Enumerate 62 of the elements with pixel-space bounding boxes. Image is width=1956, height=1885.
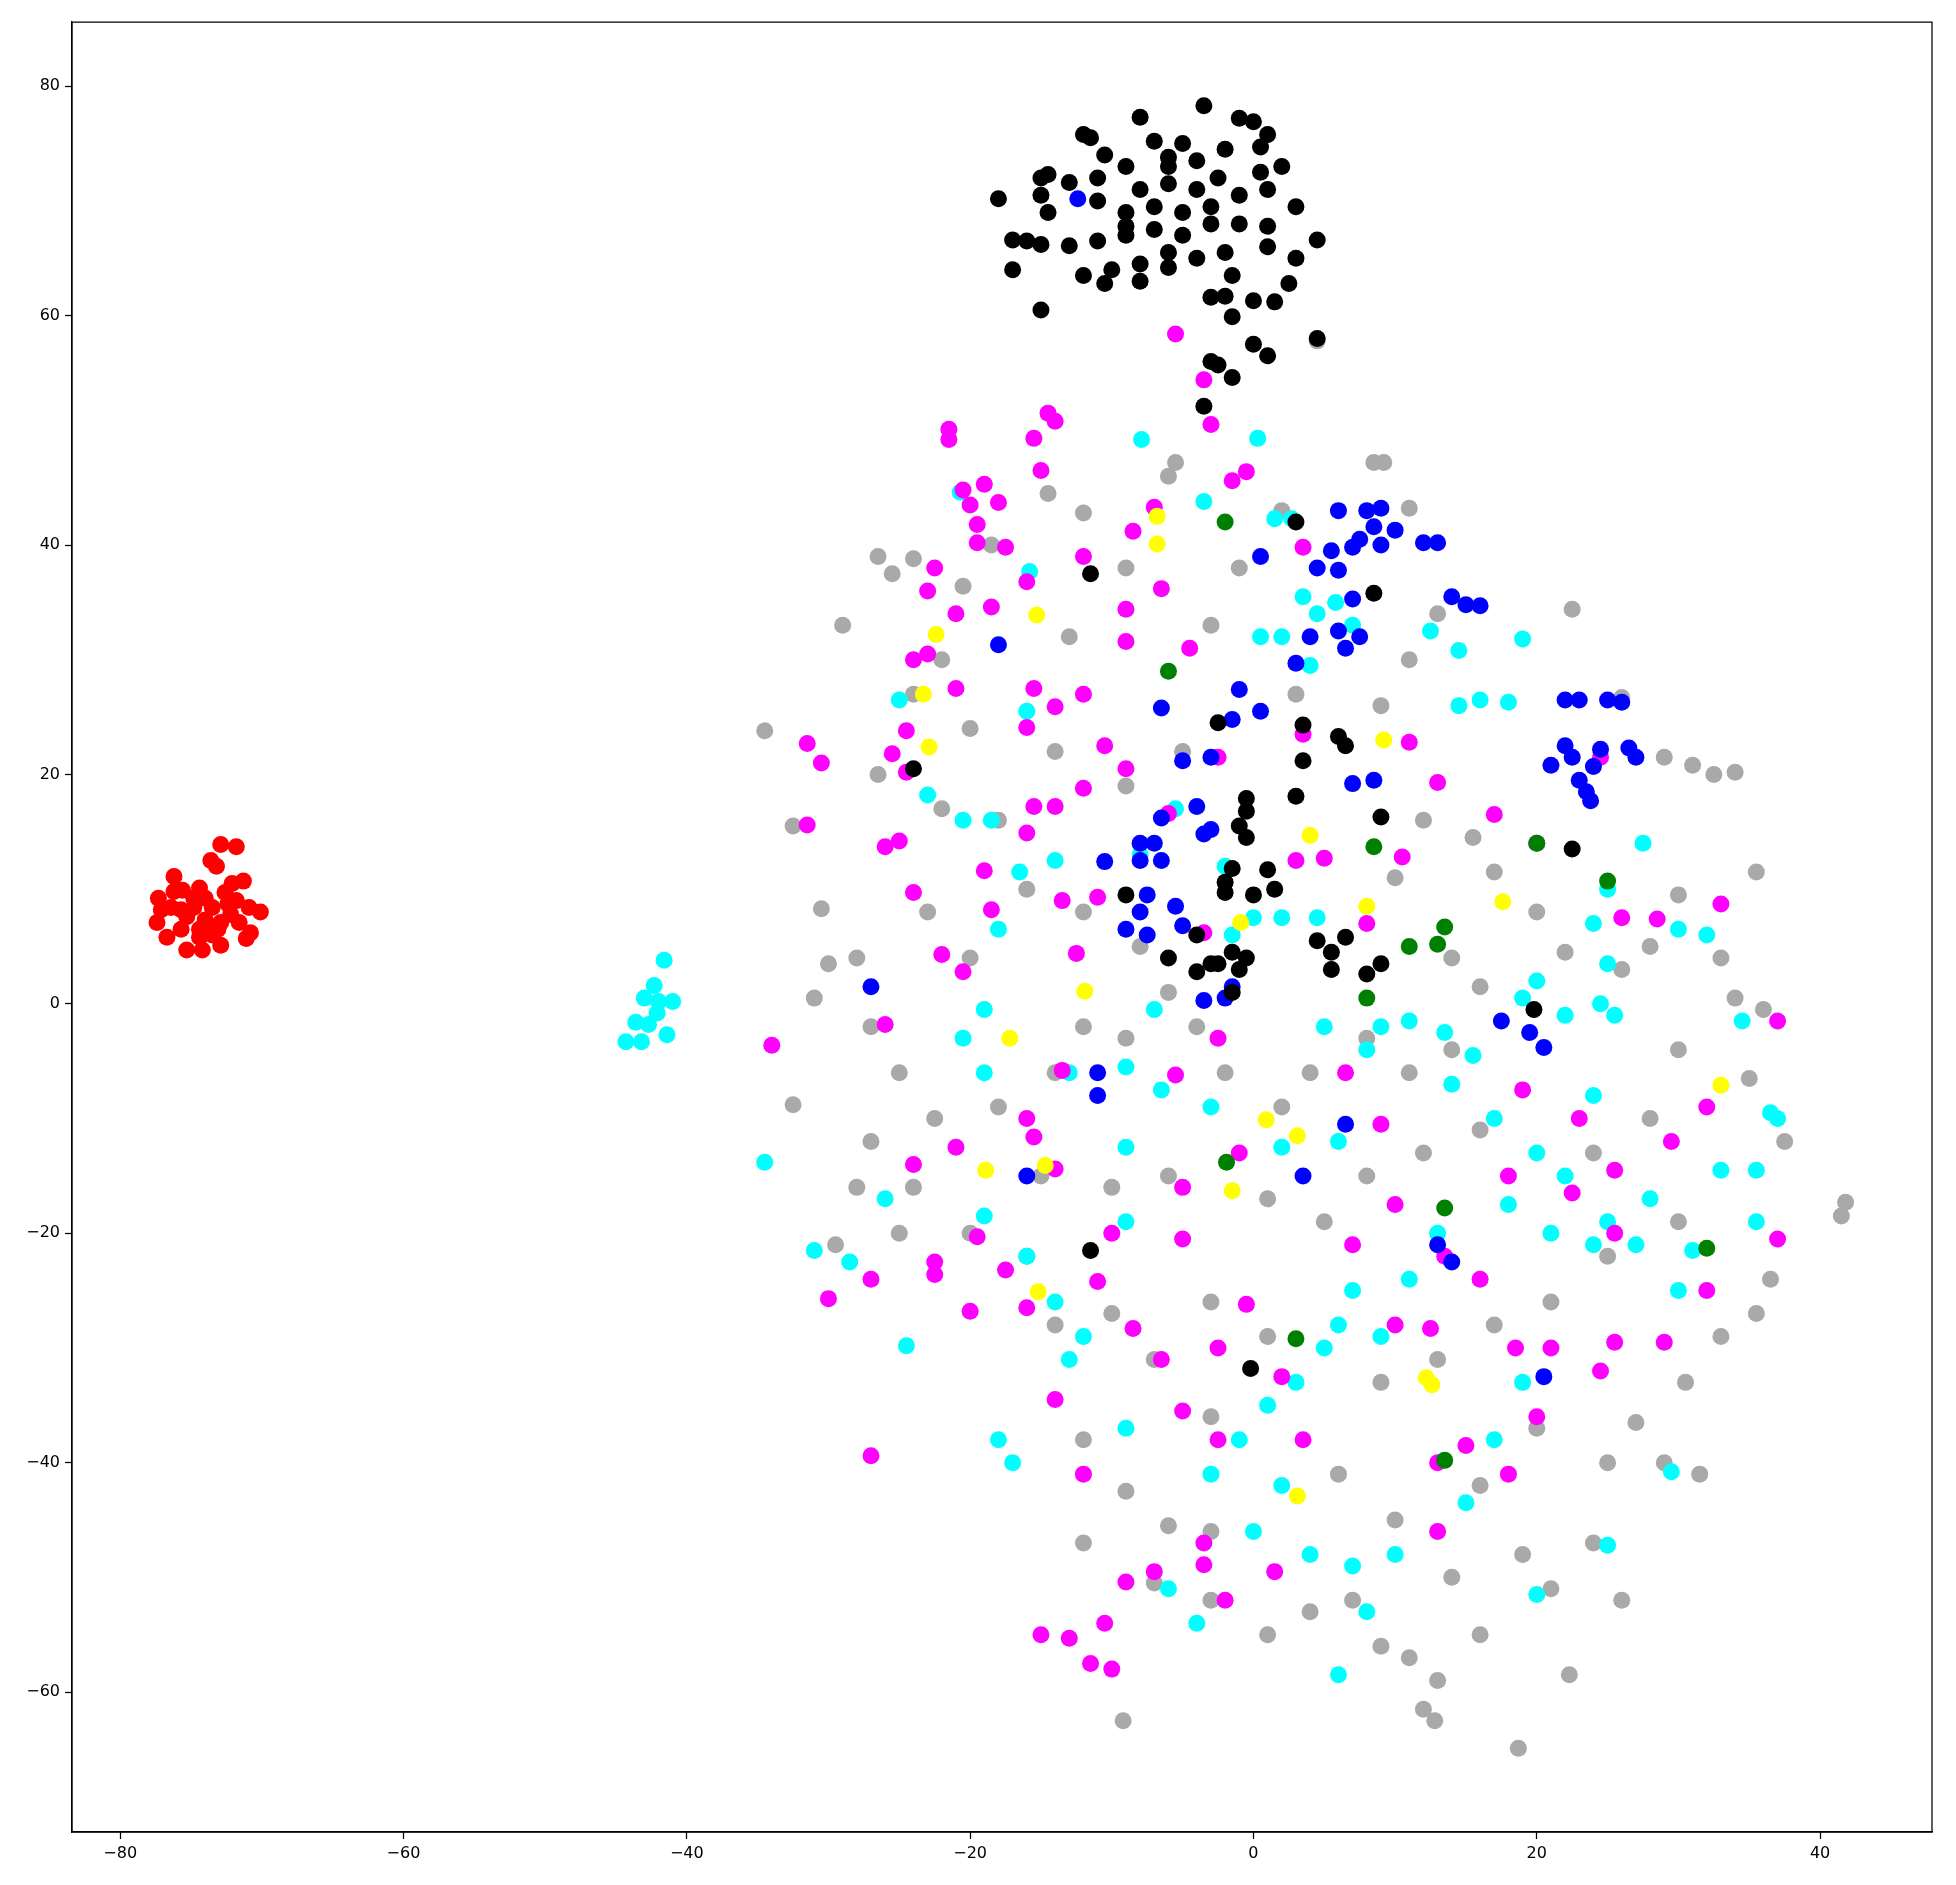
x-tick-label: −20 xyxy=(953,1842,988,1862)
point xyxy=(158,928,176,946)
x-tick-label: −80 xyxy=(103,1842,138,1862)
point xyxy=(1216,513,1234,531)
point xyxy=(196,911,214,929)
point xyxy=(1599,872,1617,890)
point xyxy=(977,1161,995,1179)
point xyxy=(1036,1157,1054,1175)
point xyxy=(1028,606,1046,624)
y-tick-label: 20 xyxy=(39,763,60,783)
point xyxy=(1288,1487,1306,1505)
y-tick-label: −40 xyxy=(26,1451,60,1471)
point xyxy=(1076,982,1094,1000)
point xyxy=(237,929,255,947)
y-tick-label: 40 xyxy=(39,534,60,554)
y-tick-label: 80 xyxy=(39,75,60,95)
point xyxy=(1232,913,1250,931)
point xyxy=(1436,918,1454,936)
point xyxy=(1159,662,1177,680)
point xyxy=(1288,1127,1306,1145)
point xyxy=(212,913,230,931)
point xyxy=(1494,893,1512,911)
point xyxy=(165,868,183,886)
point xyxy=(1365,838,1383,856)
point xyxy=(230,913,248,931)
point xyxy=(1712,1076,1730,1094)
x-tick-label: 20 xyxy=(1526,1842,1547,1862)
point xyxy=(1029,1283,1047,1301)
point xyxy=(227,838,245,856)
point xyxy=(927,626,945,644)
y-tick-label: 60 xyxy=(39,304,60,324)
point xyxy=(1148,535,1166,553)
point xyxy=(1698,1239,1716,1257)
y-tick-label: −60 xyxy=(26,1681,60,1701)
point xyxy=(1148,507,1166,525)
point xyxy=(1257,1111,1275,1129)
x-tick-label: −60 xyxy=(386,1842,421,1862)
point xyxy=(914,685,932,703)
y-tick-label: −20 xyxy=(26,1222,60,1242)
point xyxy=(1429,935,1447,953)
point xyxy=(1400,938,1418,955)
point xyxy=(1287,1330,1305,1348)
point xyxy=(240,899,258,916)
point xyxy=(1223,1182,1241,1200)
point xyxy=(223,874,241,892)
point xyxy=(207,857,225,875)
point xyxy=(920,738,938,756)
point xyxy=(1375,731,1393,749)
y-tick-label: 0 xyxy=(49,993,60,1013)
point xyxy=(1436,1451,1454,1469)
point xyxy=(1001,1029,1019,1047)
point xyxy=(1358,989,1376,1007)
x-tick-label: −40 xyxy=(669,1842,704,1862)
point xyxy=(1436,1199,1454,1217)
x-tick-label: 40 xyxy=(1809,1842,1831,1862)
point xyxy=(178,941,196,959)
point xyxy=(1358,897,1376,915)
point xyxy=(1423,1376,1441,1394)
point xyxy=(212,835,230,853)
point xyxy=(1218,1153,1236,1171)
x-tick-label: 0 xyxy=(1248,1842,1259,1862)
point xyxy=(1301,826,1319,844)
